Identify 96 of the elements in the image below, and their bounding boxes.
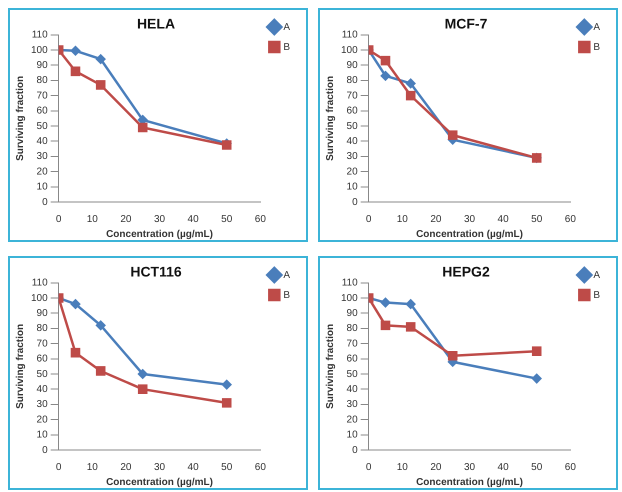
y-tick-label: 110 bbox=[342, 278, 358, 289]
y-tick-label: 100 bbox=[340, 292, 358, 304]
y-tick-label: 30 bbox=[346, 399, 358, 410]
y-tick-label: 30 bbox=[36, 399, 48, 410]
y-tick-label: 60 bbox=[36, 354, 48, 365]
chart-title: HCT116 bbox=[130, 263, 182, 280]
y-tick-label: 110 bbox=[32, 278, 48, 289]
x-tick-label: 20 bbox=[430, 462, 442, 473]
x-tick-label: 0 bbox=[56, 214, 62, 225]
y-tick-label: 90 bbox=[346, 308, 358, 319]
chart-title: HELA bbox=[136, 15, 176, 32]
y-tick-label: 20 bbox=[346, 166, 358, 178]
y-tick-label: 10 bbox=[36, 430, 48, 441]
legend-label: A bbox=[593, 270, 600, 281]
y-tick-label: 110 bbox=[32, 30, 48, 41]
y-tick-label: 50 bbox=[36, 368, 48, 380]
y-tick-label: 40 bbox=[36, 384, 48, 395]
x-tick-label: 50 bbox=[221, 462, 233, 473]
y-axis-title: Surviving fraction bbox=[324, 76, 336, 161]
x-tick-label: 20 bbox=[120, 462, 132, 473]
x-tick-label: 0 bbox=[366, 462, 372, 473]
legend-label: A bbox=[283, 270, 290, 281]
x-tick-label: 30 bbox=[464, 214, 476, 225]
x-tick-label: 20 bbox=[120, 214, 132, 225]
y-tick-label: 80 bbox=[36, 75, 48, 86]
x-axis-title: Concentration (µg/mL) bbox=[106, 228, 213, 240]
y-tick-label: 60 bbox=[36, 106, 48, 117]
y-tick-label: 100 bbox=[340, 44, 358, 56]
y-tick-label: 80 bbox=[346, 75, 358, 86]
x-tick-label: 60 bbox=[564, 214, 576, 225]
x-tick-label: 40 bbox=[498, 214, 510, 225]
x-tick-label: 10 bbox=[396, 214, 408, 225]
x-tick-label: 10 bbox=[86, 462, 98, 473]
x-tick-label: 40 bbox=[188, 214, 200, 225]
y-tick-label: 40 bbox=[346, 136, 358, 147]
y-axis-title: Surviving fraction bbox=[14, 324, 26, 409]
y-tick-label: 0 bbox=[42, 444, 48, 456]
y-tick-label: 70 bbox=[346, 90, 358, 102]
y-tick-label: 30 bbox=[36, 151, 48, 162]
x-tick-label: 50 bbox=[531, 214, 543, 225]
x-tick-label: 30 bbox=[464, 462, 476, 473]
x-tick-label: 40 bbox=[498, 462, 510, 473]
x-tick-label: 10 bbox=[86, 214, 98, 225]
y-tick-label: 30 bbox=[346, 151, 358, 162]
y-tick-label: 80 bbox=[36, 323, 48, 334]
legend-label: A bbox=[593, 22, 600, 33]
y-tick-label: 50 bbox=[346, 368, 358, 380]
legend-label: B bbox=[283, 42, 290, 53]
y-tick-label: 20 bbox=[36, 414, 48, 426]
y-tick-label: 80 bbox=[346, 323, 358, 334]
y-tick-label: 60 bbox=[346, 106, 358, 117]
legend-label: B bbox=[283, 290, 290, 301]
x-tick-label: 30 bbox=[154, 462, 166, 473]
y-tick-label: 90 bbox=[36, 60, 48, 71]
x-tick-label: 0 bbox=[56, 462, 62, 473]
y-tick-label: 70 bbox=[36, 338, 48, 350]
x-tick-label: 60 bbox=[254, 462, 266, 473]
legend-label: A bbox=[283, 22, 290, 33]
y-tick-label: 90 bbox=[36, 308, 48, 319]
y-tick-label: 70 bbox=[36, 90, 48, 102]
y-tick-label: 20 bbox=[36, 166, 48, 178]
y-axis-title: Surviving fraction bbox=[324, 324, 336, 409]
x-tick-label: 0 bbox=[366, 214, 372, 225]
x-tick-label: 10 bbox=[396, 462, 408, 473]
y-tick-label: 60 bbox=[346, 354, 358, 365]
legend-label: B bbox=[593, 42, 600, 53]
x-tick-label: 60 bbox=[254, 214, 266, 225]
x-axis-title: Concentration (µg/mL) bbox=[106, 476, 213, 488]
x-tick-label: 50 bbox=[531, 462, 543, 473]
y-axis-title: Surviving fraction bbox=[14, 76, 26, 161]
y-tick-label: 10 bbox=[346, 430, 358, 441]
y-tick-label: 100 bbox=[30, 44, 48, 56]
y-tick-label: 110 bbox=[342, 30, 358, 41]
y-tick-label: 0 bbox=[352, 444, 358, 456]
y-tick-label: 20 bbox=[346, 414, 358, 426]
y-tick-label: 50 bbox=[346, 120, 358, 132]
y-tick-label: 40 bbox=[36, 136, 48, 147]
y-tick-label: 100 bbox=[30, 292, 48, 304]
y-tick-label: 50 bbox=[36, 120, 48, 132]
y-tick-label: 40 bbox=[346, 384, 358, 395]
x-tick-label: 30 bbox=[154, 214, 166, 225]
x-tick-label: 50 bbox=[221, 214, 233, 225]
y-tick-label: 10 bbox=[36, 182, 48, 193]
y-tick-label: 10 bbox=[346, 182, 358, 193]
x-tick-label: 20 bbox=[430, 214, 442, 225]
y-tick-label: 0 bbox=[42, 196, 48, 208]
legend-label: B bbox=[593, 290, 600, 301]
chart-title: MCF-7 bbox=[444, 15, 488, 32]
x-tick-label: 60 bbox=[564, 462, 576, 473]
x-tick-label: 40 bbox=[188, 462, 200, 473]
y-tick-label: 90 bbox=[346, 60, 358, 71]
x-axis-title: Concentration (µg/mL) bbox=[416, 476, 523, 488]
chart-title: HEPG2 bbox=[442, 263, 490, 280]
y-tick-label: 70 bbox=[346, 338, 358, 350]
x-axis-title: Concentration (µg/mL) bbox=[416, 228, 523, 240]
y-tick-label: 0 bbox=[352, 196, 358, 208]
